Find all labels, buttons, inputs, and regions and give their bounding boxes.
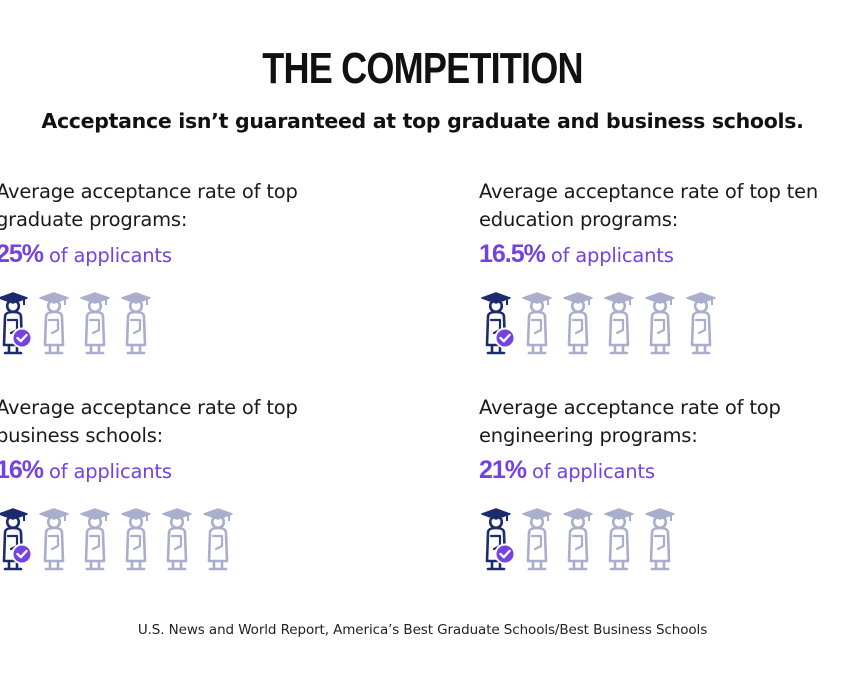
- graduate-accepted-icon: [0, 508, 33, 571]
- panel-stat: 21% of applicants: [479, 454, 781, 489]
- graduate-icon: [604, 508, 634, 571]
- icon-row-engineering-programs: [476, 506, 681, 572]
- panel-business-schools: Average acceptance rate of top business …: [0, 394, 298, 489]
- graduate-icon: [80, 508, 110, 571]
- panel-description: Average acceptance rate of top engineeri…: [479, 396, 781, 447]
- panel-engineering-programs: Average acceptance rate of top engineeri…: [479, 394, 781, 489]
- panel-education-programs: Average acceptance rate of top ten educa…: [479, 178, 818, 273]
- graduate-icon: [604, 292, 634, 355]
- icon-row-graduate-programs: [0, 290, 157, 356]
- page-subtitle: Acceptance isn’t guaranteed at top gradu…: [41, 109, 804, 133]
- graduate-icon: [121, 292, 151, 355]
- acceptance-suffix: of applicants: [544, 244, 674, 267]
- acceptance-suffix: of applicants: [526, 460, 655, 483]
- graduate-accepted-icon: [481, 508, 516, 571]
- graduate-accepted-icon: [0, 292, 33, 355]
- icon-row-business-schools: [0, 506, 239, 572]
- page-title: THE COMPETITION: [262, 44, 583, 93]
- graduate-icon: [686, 292, 716, 355]
- graduate-icon: [39, 508, 69, 571]
- graduate-icon: [645, 508, 675, 571]
- graduate-accepted-icon: [481, 292, 516, 355]
- acceptance-percent: 16.5%: [479, 240, 546, 268]
- graduate-icon: [121, 508, 151, 571]
- acceptance-suffix: of applicants: [43, 460, 172, 483]
- graduate-icon: [563, 292, 593, 355]
- graduate-icon: [645, 292, 675, 355]
- graduate-icon: [522, 508, 552, 571]
- acceptance-percent: 25%: [0, 240, 44, 268]
- panel-stat: 16.5% of applicants: [479, 238, 818, 273]
- panel-description: Average acceptance rate of top ten educa…: [479, 180, 819, 231]
- checkmark-icon: [494, 543, 516, 565]
- panel-stat: 16% of applicants: [0, 454, 298, 489]
- acceptance-percent: 16%: [0, 456, 44, 484]
- source-citation: U.S. News and World Report, America’s Be…: [137, 622, 708, 638]
- checkmark-icon: [494, 327, 516, 349]
- graduate-icon: [80, 292, 110, 355]
- panel-graduate-programs: Average acceptance rate of top graduate …: [0, 178, 298, 273]
- icon-row-education-programs: [476, 290, 722, 356]
- panel-description: Average acceptance rate of top business …: [0, 396, 298, 447]
- panel-description: Average acceptance rate of top graduate …: [0, 180, 298, 231]
- graduate-icon: [522, 292, 552, 355]
- checkmark-icon: [11, 543, 33, 565]
- acceptance-percent: 21%: [479, 456, 527, 484]
- checkmark-icon: [11, 327, 33, 349]
- panel-stat: 25% of applicants: [0, 238, 298, 273]
- graduate-icon: [39, 292, 69, 355]
- graduate-icon: [203, 508, 233, 571]
- graduate-icon: [563, 508, 593, 571]
- graduate-icon: [162, 508, 192, 571]
- acceptance-suffix: of applicants: [43, 244, 172, 267]
